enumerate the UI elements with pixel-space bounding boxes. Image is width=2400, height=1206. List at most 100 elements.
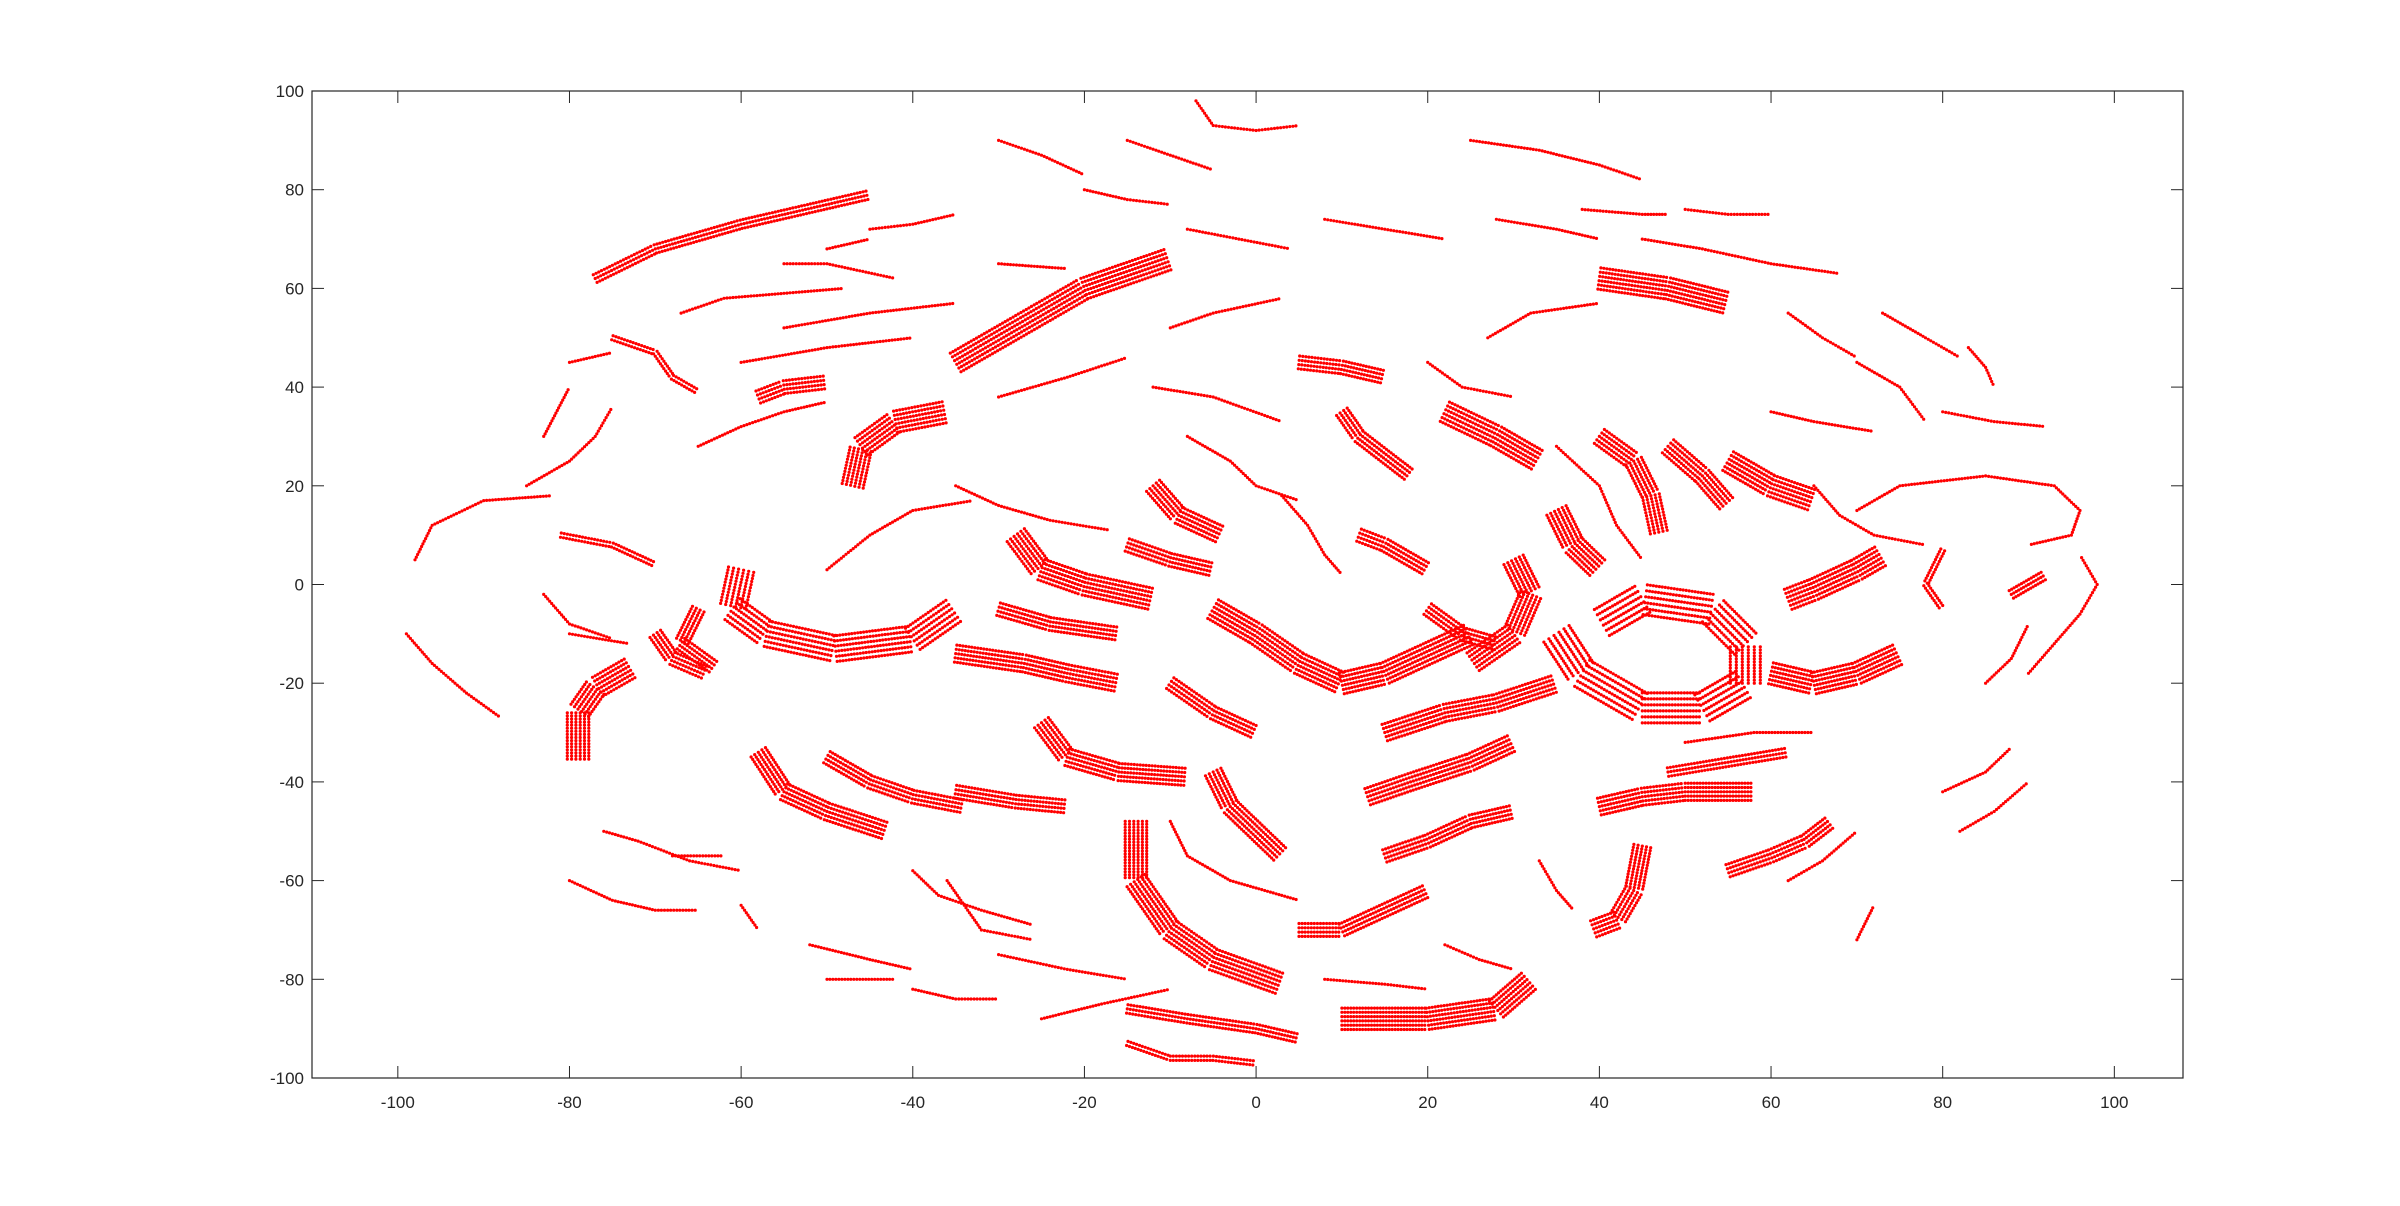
data-point (1142, 254, 1146, 259)
data-point (621, 673, 625, 677)
data-point (1054, 669, 1058, 673)
data-point (809, 380, 814, 384)
data-point (990, 327, 994, 331)
data-point (758, 222, 762, 226)
data-point (1003, 607, 1007, 611)
data-point (788, 639, 792, 644)
data-point (838, 755, 842, 760)
data-point (1155, 551, 1159, 555)
data-point (1065, 294, 1070, 298)
data-point (596, 632, 600, 636)
data-point (1083, 633, 1087, 638)
data-point (1099, 678, 1103, 682)
data-point (908, 428, 912, 432)
data-point (1296, 367, 1300, 371)
data-point (1096, 579, 1100, 583)
data-point (1129, 542, 1133, 546)
data-point (585, 702, 589, 706)
data-point (1097, 669, 1101, 673)
data-point (1156, 547, 1160, 551)
data-point (722, 227, 726, 231)
data-point (855, 824, 859, 828)
data-point (565, 729, 569, 733)
data-point (610, 263, 615, 267)
data-point (813, 384, 817, 388)
data-point (578, 711, 582, 715)
data-point (1059, 586, 1063, 590)
data-point (820, 652, 824, 656)
data-point (1303, 363, 1307, 367)
data-point (793, 795, 797, 799)
data-point (656, 908, 661, 912)
data-point (1050, 583, 1054, 587)
data-point (854, 456, 859, 460)
data-point (723, 231, 727, 235)
data-point (1119, 271, 1123, 276)
data-point (1074, 577, 1079, 582)
data-point (1347, 374, 1351, 378)
data-point (587, 717, 591, 721)
data-point (822, 818, 826, 822)
data-point (1313, 537, 1317, 541)
data-point (1189, 560, 1193, 564)
data-point (864, 474, 868, 478)
data-point (1078, 296, 1082, 301)
data-point (570, 720, 574, 724)
data-point (774, 777, 778, 782)
data-point (900, 789, 904, 793)
data-point (1371, 541, 1375, 545)
data-point (565, 723, 569, 727)
data-point (1316, 360, 1320, 364)
data-point (1064, 680, 1068, 684)
data-point (1333, 371, 1337, 375)
data-point (1000, 615, 1005, 619)
data-point (684, 234, 688, 238)
data-point (759, 624, 763, 629)
data-point (570, 880, 574, 884)
data-point (744, 581, 748, 586)
data-point (794, 205, 798, 209)
data-point (686, 632, 690, 636)
data-point (573, 881, 577, 885)
data-point (866, 465, 870, 469)
data-point (777, 648, 781, 652)
data-point (959, 501, 963, 505)
data-point (1004, 659, 1009, 663)
data-point (785, 387, 790, 391)
data-point (748, 604, 752, 608)
data-point (1057, 581, 1061, 585)
data-point (565, 735, 569, 740)
data-point (776, 765, 781, 769)
data-point (1198, 558, 1202, 562)
data-point (1291, 660, 1295, 664)
data-point (935, 405, 939, 409)
data-point (745, 578, 749, 583)
data-point (762, 775, 766, 779)
data-point (1102, 268, 1106, 272)
data-point (764, 634, 768, 639)
data-point (822, 657, 826, 661)
data-point (1104, 598, 1108, 602)
data-point (835, 633, 839, 638)
data-point (889, 653, 893, 657)
data-point (1070, 571, 1074, 576)
data-point (1037, 665, 1041, 669)
data-point (1298, 649, 1302, 653)
data-point (929, 406, 933, 410)
data-point (1020, 657, 1024, 661)
data-point (808, 202, 813, 206)
data-point (612, 683, 616, 687)
data-point (1229, 307, 1233, 311)
data-point (867, 650, 871, 654)
data-point (838, 633, 842, 637)
data-point (1170, 552, 1174, 556)
data-point (1044, 563, 1049, 567)
data-point (676, 666, 681, 670)
data-point (1098, 682, 1102, 686)
data-point (969, 339, 973, 343)
data-point (1129, 551, 1133, 555)
data-point (1424, 564, 1428, 569)
data-point (602, 634, 606, 638)
data-point (1344, 373, 1348, 377)
data-point (1208, 394, 1212, 399)
